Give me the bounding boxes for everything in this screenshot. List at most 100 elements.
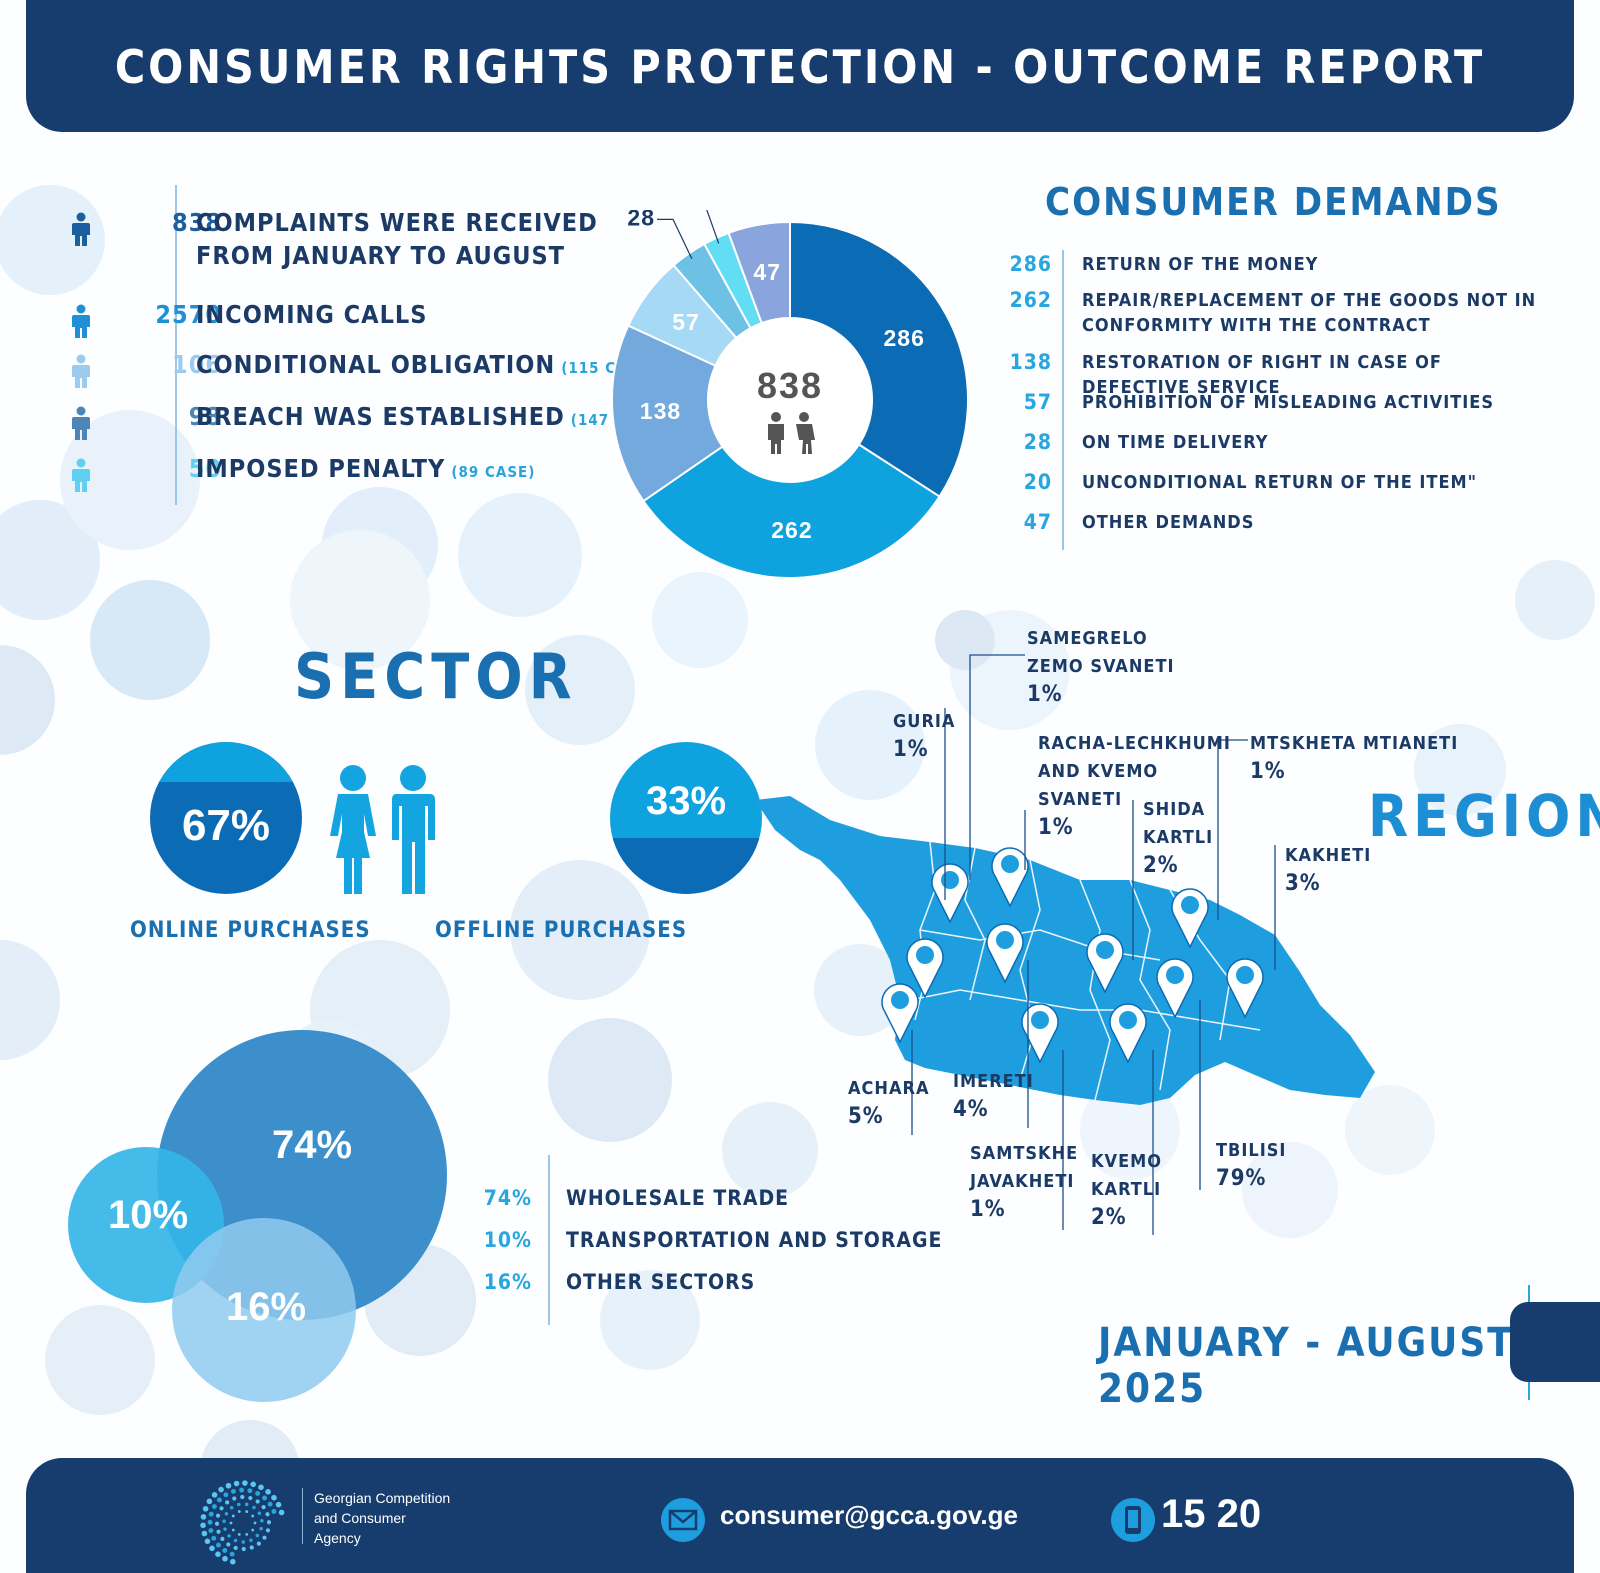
period-tab — [1510, 1302, 1600, 1382]
stat-label-text: COMPLAINTS WERE RECEIVED — [196, 208, 598, 237]
online-purchases-label: ONLINE PURCHASES — [130, 918, 371, 943]
logo-dot — [253, 1521, 257, 1525]
background-bubble — [1414, 724, 1506, 816]
donut-slice-label: 262 — [771, 517, 812, 543]
background-bubble — [45, 1305, 155, 1415]
logo-dot — [211, 1504, 217, 1509]
logo-dot — [237, 1510, 241, 1513]
sector-pct: 74% — [483, 1186, 532, 1210]
map-pin-icon — [881, 983, 919, 1044]
offline-pct: 33% — [646, 779, 726, 823]
region-name-line2: AND KVEMO — [1038, 761, 1159, 782]
logo-dot — [231, 1528, 235, 1532]
logo-dot — [248, 1495, 253, 1501]
region-name-line2: JAVAKHETI — [970, 1171, 1075, 1192]
region-pct: 2% — [1143, 853, 1179, 878]
logo-dot — [258, 1484, 264, 1491]
logo-dot — [261, 1505, 266, 1510]
region-pct: 1% — [970, 1197, 1006, 1222]
contact-email[interactable]: consumer@gcca.gov.ge — [720, 1500, 1018, 1530]
map-pin-icon — [1086, 933, 1124, 994]
person-icon — [72, 406, 90, 440]
donut-slice-label: 286 — [883, 325, 924, 351]
region-label: SHIDA KARTLI 2% — [1143, 796, 1213, 880]
map-pin-icon — [1171, 888, 1209, 949]
logo-dot — [229, 1551, 235, 1557]
stat-value: 838 — [172, 208, 222, 237]
region-name: SAMTSKHE — [970, 1143, 1079, 1164]
logo-dot — [265, 1528, 271, 1533]
logo-dot — [255, 1490, 261, 1496]
sector-label: TRANSPORTATION AND STORAGE — [566, 1228, 943, 1252]
donut-svg: 28626213857282047838 — [611, 187, 969, 579]
logo-divider — [302, 1488, 303, 1544]
donut-leader-line — [657, 218, 693, 260]
demand-label: PROHIBITION OF MISLEADING ACTIVITIES — [1082, 392, 1495, 413]
region-label: KVEMO KARTLI 2% — [1091, 1148, 1162, 1232]
logo-dot — [230, 1488, 236, 1494]
demand-label: RETURN OF THE MONEY — [1082, 254, 1319, 275]
map-pin-icon — [991, 847, 1029, 908]
region-pct: 3% — [1285, 871, 1321, 896]
mail-icon — [661, 1498, 705, 1542]
region-label: MTSKHETA MTIANETI 1% — [1250, 730, 1458, 786]
demand-label: ON TIME DELIVERY — [1082, 432, 1269, 453]
bubble-label-wholesale: 74% — [272, 1123, 352, 1167]
offline-purchases-circle: 33% — [610, 742, 762, 894]
agency-name-line2: and Consumer — [314, 1510, 406, 1526]
logo-dot — [251, 1514, 255, 1518]
person-icon — [72, 354, 90, 388]
logo-dot — [200, 1522, 206, 1529]
region-label: SAMTSKHE JAVAKHETI 1% — [970, 1140, 1078, 1224]
logo-dot — [229, 1521, 233, 1525]
background-bubble — [600, 1270, 700, 1370]
donut-slice-label: 47 — [753, 259, 781, 285]
logo-dot — [256, 1541, 261, 1546]
phone-icon — [1111, 1498, 1155, 1542]
region-name: RACHA-LECHKHUMI — [1038, 733, 1231, 754]
demand-label: OTHER DEMANDS — [1082, 512, 1255, 533]
logo-dot — [209, 1545, 215, 1552]
logo-dot — [227, 1534, 231, 1538]
logo-dot — [245, 1510, 249, 1513]
logo-dot — [257, 1511, 262, 1516]
region-name: GURIA — [893, 711, 956, 732]
logo-dot — [201, 1530, 208, 1537]
logo-dot — [271, 1509, 277, 1514]
logo-dot — [262, 1535, 267, 1540]
map-pin-icon — [1109, 1003, 1147, 1064]
person-icon — [72, 458, 90, 492]
donut-center — [709, 319, 871, 481]
logo-dot — [233, 1538, 238, 1543]
logo-dot — [222, 1555, 228, 1562]
demands-divider — [1062, 250, 1064, 550]
purchases-graphic: 67% 33% — [150, 742, 762, 894]
donut-slice — [727, 220, 791, 325]
region-pct: 1% — [1027, 682, 1063, 707]
stat-value: 2570 — [155, 300, 222, 329]
logo-dot — [229, 1506, 234, 1510]
sector-title: SECTOR — [294, 640, 578, 713]
stats-divider — [175, 185, 177, 505]
stat-value: 98 — [188, 402, 222, 431]
background-bubble — [290, 530, 430, 670]
logo-dot — [222, 1519, 226, 1524]
agency-name-line1: Georgian Competition — [314, 1490, 451, 1506]
region-name-line3: SVANETI — [1038, 789, 1123, 810]
region-name: MTSKHETA MTIANETI — [1250, 733, 1459, 754]
region-name: SAMEGRELO — [1027, 628, 1148, 649]
region-name: IMERETI — [953, 1071, 1034, 1092]
background-bubble — [1345, 1085, 1435, 1175]
hotline-number[interactable]: 15 20 — [1161, 1492, 1262, 1536]
region-leader-line — [969, 654, 1025, 880]
agency-name: Georgian Competition and Consumer Agency — [314, 1488, 450, 1548]
stat-value: 50 — [188, 454, 222, 483]
gcca-logo-icon — [200, 1480, 285, 1565]
map-pin-icon — [906, 938, 944, 999]
georgia-map-shape — [755, 796, 1375, 1105]
logo-dot — [260, 1518, 264, 1523]
demand-value: 57 — [1023, 390, 1052, 414]
logo-dot — [240, 1494, 245, 1500]
demands-donut-chart: 28626213857282047838 — [600, 187, 980, 590]
map-pins — [881, 847, 1264, 1064]
